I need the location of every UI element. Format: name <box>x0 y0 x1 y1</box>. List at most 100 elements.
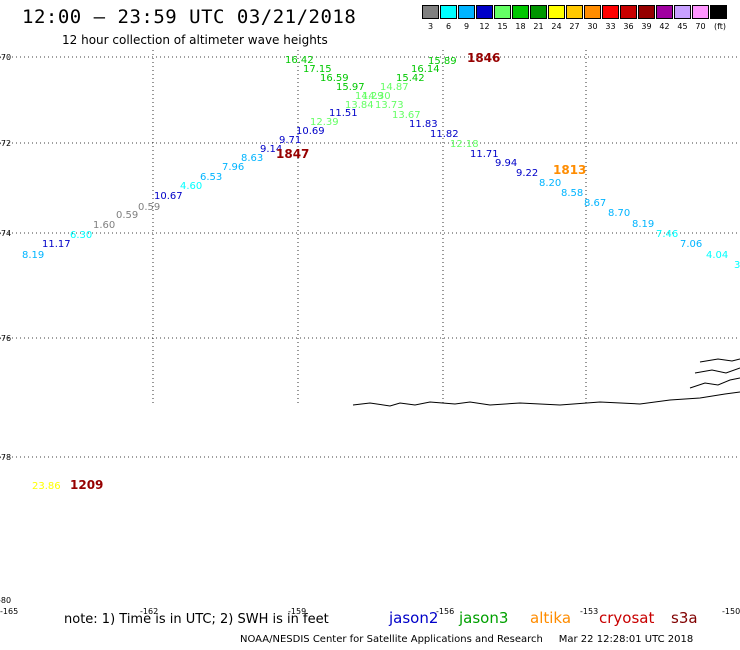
wave-height-label: 6.53 <box>200 172 222 183</box>
wave-height-label: 14.87 <box>380 82 409 93</box>
wave-height-label: 16.42 <box>285 55 314 66</box>
longitude-label: -159 <box>288 607 307 616</box>
wave-height-label: 7.06 <box>680 239 702 250</box>
scale-swatch <box>458 5 475 19</box>
scale-swatch <box>530 5 547 19</box>
scale-swatch <box>512 5 529 19</box>
wave-height-label: 3 <box>734 260 740 271</box>
scale-swatch <box>710 5 727 19</box>
latitude-label: -80 <box>0 596 11 605</box>
wave-height-label: 10.67 <box>154 191 183 202</box>
wave-height-label: 15.89 <box>428 56 457 67</box>
scale-swatch <box>692 5 709 19</box>
scale-swatch <box>566 5 583 19</box>
longitude-label: -153 <box>580 607 599 616</box>
scale-swatch <box>584 5 601 19</box>
wave-height-label: 10.69 <box>296 126 325 137</box>
wave-height-label: 11.51 <box>329 108 358 119</box>
scale-label: 18 <box>515 22 526 31</box>
pass-id-labels: 1846 1847 1813 1209 <box>70 51 586 492</box>
scale-label: 9 <box>463 22 470 31</box>
latitude-label: -72 <box>0 139 11 148</box>
wave-height-label: 9.22 <box>516 168 538 179</box>
wave-height-label: 8.19 <box>22 250 44 261</box>
wave-height-label: 4.04 <box>706 250 728 261</box>
wave-height-label: 16.14 <box>411 64 440 75</box>
wave-height-label: 15.97 <box>336 82 365 93</box>
scale-label: 39 <box>641 22 652 31</box>
wave-height-label: 4.60 <box>180 181 202 192</box>
wave-height-label: 11.71 <box>470 149 499 160</box>
wave-height-label: 1.60 <box>93 220 115 231</box>
satellite-legend-cryosat: cryosat <box>599 609 655 627</box>
wave-height-label: 12.18 <box>450 139 479 150</box>
latitude-label: -74 <box>0 229 11 238</box>
wave-height-label: 7.46 <box>656 229 678 240</box>
scale-swatch <box>476 5 493 19</box>
scale-label: 21 <box>533 22 544 31</box>
wave-height-label: 11.17 <box>42 239 71 250</box>
scale-swatch <box>674 5 691 19</box>
scale-label: 15 <box>497 22 508 31</box>
wave-height-label: 7.96 <box>222 162 244 173</box>
scale-label: 27 <box>569 22 580 31</box>
wave-height-label: 11.83 <box>409 119 438 130</box>
wave-height-label: 14.29 <box>355 91 384 102</box>
wave-height-label: 8.63 <box>241 153 263 164</box>
latitude-label: -70 <box>0 53 11 62</box>
wave-height-label: 8.19 <box>632 219 654 230</box>
wave-height-labels: 8.1911.176.301.600.590.5910.674.606.537.… <box>22 55 740 492</box>
wave-height-label: 16.59 <box>320 73 349 84</box>
wave-height-label: 8.20 <box>539 178 561 189</box>
satellite-legend-jason3: jason3 <box>459 609 509 627</box>
scale-swatch <box>440 5 457 19</box>
footer-note: note: 1) Time is in UTC; 2) SWH is in fe… <box>64 612 329 627</box>
longitude-label: -162 <box>140 607 159 616</box>
scale-label: 33 <box>605 22 616 31</box>
wave-height-label: 17.15 <box>303 64 332 75</box>
scale-swatch <box>656 5 673 19</box>
longitude-label: -156 <box>436 607 455 616</box>
scale-swatch <box>638 5 655 19</box>
coastline-ross-ice-shelf-edge <box>352 391 740 407</box>
scale-swatch <box>620 5 637 19</box>
scale-label: 24 <box>551 22 562 31</box>
latitude-label: -76 <box>0 334 11 343</box>
satellite-legend-jason2: jason2 <box>389 609 439 627</box>
scale-label: 42 <box>659 22 670 31</box>
latitude-labels: -70 -72 -74 -76 -78 -80 <box>0 53 11 605</box>
pass-id-label: 1847 <box>276 147 309 161</box>
latitude-label: -78 <box>0 453 11 462</box>
wave-height-label: 9.94 <box>495 158 517 169</box>
scale-swatch <box>602 5 619 19</box>
wave-height-label: 12.39 <box>310 117 339 128</box>
pass-id-label: 1209 <box>70 478 103 492</box>
wave-height-label: 0.59 <box>116 210 138 221</box>
wave-height-label: 13.67 <box>392 110 421 121</box>
scale-label: 12 <box>479 22 490 31</box>
credit-text: NOAA/NESDIS Center for Satellite Applica… <box>240 634 543 645</box>
scale-swatch <box>494 5 511 19</box>
footer-credit: NOAA/NESDIS Center for Satellite Applica… <box>240 634 693 645</box>
pass-id-label: 1813 <box>553 163 586 177</box>
scale-swatch <box>548 5 565 19</box>
scale-label: 36 <box>623 22 634 31</box>
scale-label: 6 <box>445 22 452 31</box>
wave-height-label: 0.59 <box>138 202 160 213</box>
wave-height-label: 15.42 <box>396 73 425 84</box>
wave-height-label: 9.71 <box>279 135 301 146</box>
coastline <box>352 358 740 407</box>
satellite-legend-altika: altika <box>530 609 572 627</box>
satellite-legend-s3a: s3a <box>671 609 698 627</box>
wave-height-label: 9.14 <box>260 144 282 155</box>
wave-height-label: 14.30 <box>362 91 391 102</box>
wave-height-label: 11.82 <box>430 129 459 140</box>
wave-height-label: 13.73 <box>375 100 404 111</box>
map-subtitle: 12 hour collection of altimeter wave hei… <box>62 33 328 47</box>
map-grid <box>0 50 740 458</box>
scale-label: 70 <box>695 22 706 31</box>
scale-unit: (ft) <box>714 22 727 31</box>
longitude-label: -150 <box>722 607 740 616</box>
wave-height-label: 23.86 <box>32 481 61 492</box>
